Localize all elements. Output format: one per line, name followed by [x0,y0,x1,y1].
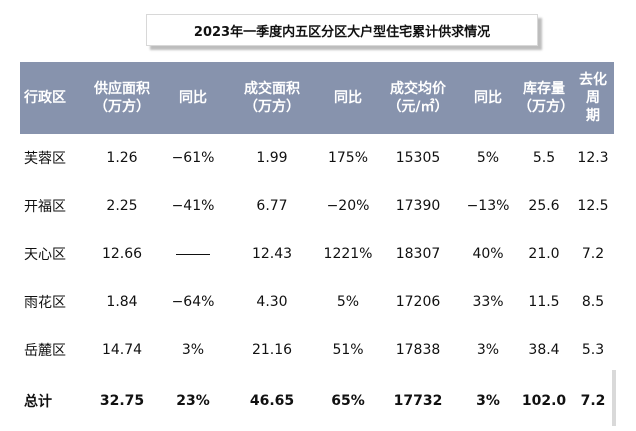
cell-total-yoy-supply: 23% [176,393,210,409]
table-shadow-edge [612,370,616,426]
header-region: 行政区 [20,62,82,134]
cell-yoy-deal: 1221% [323,246,373,262]
cell-clearance-cycle: 12.5 [577,198,609,214]
cell-total-supply-area: 32.75 [99,393,145,409]
cell-yoy-price: 33% [472,294,504,310]
header-yoy-deal: 同比 [320,62,376,134]
cell-clearance-cycle: 12.3 [577,150,609,166]
cell-yoy-deal: 51% [332,342,364,358]
cell-yoy-deal: 5% [336,294,360,310]
header-supply-area: 供应面积 （万方） [82,62,162,134]
cell-clearance-cycle: 8.5 [581,294,605,310]
cell-deal-area: 12.43 [251,246,293,262]
supply-demand-table: 行政区 供应面积 （万方） 同比 成交面积 （万方） 同比 成交均价 （元/㎡） 同比… [20,62,614,428]
cell-clearance-cycle: 7.2 [581,246,605,262]
cell-deal-area: 6.77 [256,198,288,214]
cell-yoy-supply-empty [162,230,224,278]
cell-supply-area: 2.25 [106,198,138,214]
table-row: 天心区 12.66 12.43 1221% 18307 40% 21.0 7.2 [20,230,614,278]
table-title: 2023年一季度内五区分区大户型住宅累计供求情况 [146,14,538,46]
cell-avg-price: 15305 [395,150,441,166]
cell-avg-price: 17390 [395,198,441,214]
cell-supply-area: 12.66 [101,246,143,262]
cell-region: 岳麓区 [24,343,66,359]
table-row: 雨花区 1.84 −64% 4.30 5% 17206 33% 11.5 8.5 [20,278,614,326]
cell-supply-area: 1.84 [106,294,138,310]
cell-yoy-price: −13% [466,198,510,214]
header-inventory: 库存量 （万方） [516,62,574,134]
cell-region: 天心区 [24,247,66,263]
table-row: 芙蓉区 1.26 −61% 1.99 175% 15305 5% 5.5 12.… [20,134,614,182]
cell-deal-area: 21.16 [251,342,293,358]
cell-total-avg-price: 17732 [393,393,443,409]
cell-total-yoy-deal: 65% [331,393,365,409]
cell-inventory: 38.4 [528,342,560,358]
cell-total-label: 总计 [24,394,52,410]
cell-clearance-cycle: 5.3 [581,342,605,358]
cell-yoy-supply: −61% [171,150,215,166]
cell-inventory: 5.5 [532,150,556,166]
cell-yoy-price: 3% [476,342,500,358]
cell-region: 开福区 [24,199,66,215]
cell-supply-area: 1.26 [106,150,138,166]
cell-deal-area: 1.99 [256,150,288,166]
header-avg-price: 成交均价 （元/㎡） [376,62,460,134]
cell-region: 雨花区 [24,295,66,311]
header-yoy-supply: 同比 [162,62,224,134]
cell-yoy-supply: −64% [171,294,215,310]
cell-supply-area: 14.74 [101,342,143,358]
cell-yoy-price: 40% [472,246,504,262]
cell-avg-price: 18307 [395,246,441,262]
table-row: 岳麓区 14.74 3% 21.16 51% 17838 3% 38.4 5.3 [20,326,614,374]
cell-region: 芙蓉区 [24,151,66,167]
cell-inventory: 21.0 [528,246,560,262]
table-title-text: 2023年一季度内五区分区大户型住宅累计供求情况 [193,24,491,40]
cell-avg-price: 17838 [395,342,441,358]
cell-yoy-deal: −20% [326,198,370,214]
cell-yoy-supply: 3% [181,342,205,358]
cell-yoy-supply: −41% [171,198,215,214]
cell-inventory: 11.5 [528,294,560,310]
header-deal-area: 成交面积 （万方） [224,62,320,134]
cell-deal-area: 4.30 [256,294,288,310]
empty-value-dash [176,253,210,255]
cell-total-clearance-cycle: 7.2 [580,393,606,409]
table-row: 开福区 2.25 −41% 6.77 −20% 17390 −13% 25.6 … [20,182,614,230]
cell-total-inventory: 102.0 [521,393,567,409]
header-clearance-cycle: 去化周期 [572,62,614,134]
cell-total-yoy-price: 3% [476,393,500,409]
cell-total-deal-area: 46.65 [249,393,295,409]
cell-inventory: 25.6 [528,198,560,214]
total-row: 总计 32.75 23% 46.65 65% 17732 3% 102.0 7.… [20,374,614,428]
cell-yoy-price: 5% [476,150,500,166]
header-row: 行政区 供应面积 （万方） 同比 成交面积 （万方） 同比 成交均价 （元/㎡） 同比… [20,62,614,134]
cell-yoy-deal: 175% [327,150,369,166]
cell-avg-price: 17206 [395,294,441,310]
header-yoy-price: 同比 [460,62,516,134]
